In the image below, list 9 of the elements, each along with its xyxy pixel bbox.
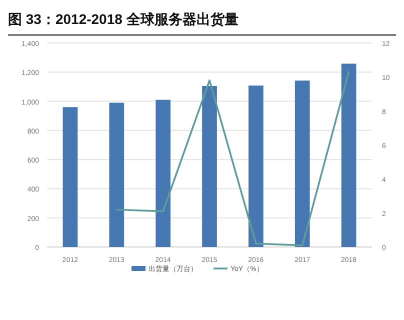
bar	[248, 86, 264, 247]
bar	[156, 100, 170, 247]
bar	[62, 107, 78, 247]
bar	[294, 80, 310, 247]
bar	[202, 86, 217, 247]
line-series	[116, 71, 350, 246]
bar	[109, 102, 124, 247]
bar	[341, 64, 356, 247]
chart-title: 图 33：2012-2018 全球服务器出货量	[8, 11, 238, 27]
